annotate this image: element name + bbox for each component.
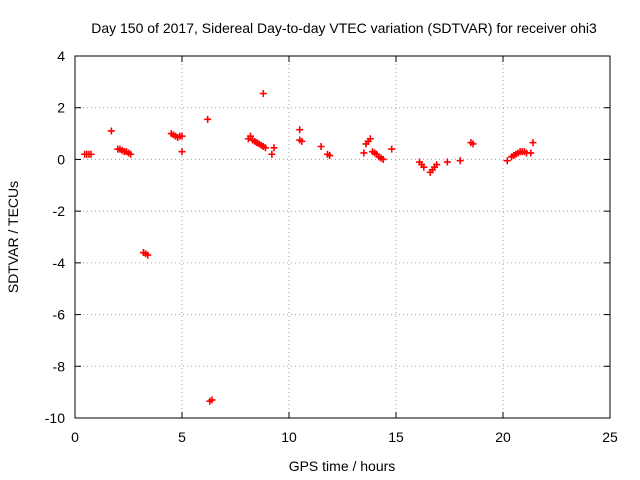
data-point (503, 157, 511, 165)
data-point (259, 89, 267, 97)
plot-frame (74, 55, 611, 419)
y-tick-label: 0 (57, 151, 65, 167)
y-tick-label: 2 (57, 100, 65, 116)
y-tick-label: -10 (45, 410, 65, 426)
data-point (326, 152, 334, 160)
x-tick-label: 15 (388, 429, 404, 445)
chart-title: Day 150 of 2017, Sidereal Day-to-day VTE… (91, 20, 597, 36)
x-tick-label: 0 (71, 429, 79, 445)
data-point (420, 163, 428, 171)
data-point (178, 132, 186, 140)
data-point (456, 157, 464, 165)
data-point (527, 149, 535, 157)
data-point (469, 140, 477, 148)
data-point (379, 155, 387, 163)
data-point (298, 137, 306, 145)
grid-lines (75, 56, 610, 418)
data-point (204, 115, 212, 123)
y-tick-label: 4 (57, 48, 65, 64)
data-point (317, 143, 325, 150)
data-point (388, 145, 396, 153)
data-point (270, 144, 278, 152)
x-tick-label: 5 (178, 429, 186, 445)
data-point (443, 158, 451, 166)
data-point (178, 148, 186, 156)
data-point (296, 126, 304, 134)
y-tick-label: -8 (53, 358, 66, 374)
y-tick-label: -2 (53, 203, 66, 219)
x-axis-label: GPS time / hours (289, 458, 396, 474)
data-point (529, 139, 537, 147)
data-points (81, 89, 537, 405)
data-point (366, 135, 374, 143)
y-tick-label: -6 (53, 307, 66, 323)
x-tick-label: 10 (281, 429, 297, 445)
data-point (360, 149, 368, 157)
x-tick-label: 20 (495, 429, 511, 445)
data-point (107, 127, 115, 135)
data-point (268, 150, 276, 158)
data-point (127, 150, 135, 158)
y-tick-label: -4 (53, 255, 66, 271)
axis-ticks: 0 5 10 15 20 25 -10 -8 -6 -4 -2 0 2 4 (45, 48, 618, 445)
data-point (87, 150, 95, 158)
x-tick-label: 25 (602, 429, 618, 445)
y-axis-label: SDTVAR / TECUs (5, 181, 21, 293)
data-point (144, 251, 152, 259)
data-point (208, 396, 216, 404)
data-point (433, 161, 441, 169)
data-point (246, 132, 254, 140)
data-point (261, 144, 269, 152)
